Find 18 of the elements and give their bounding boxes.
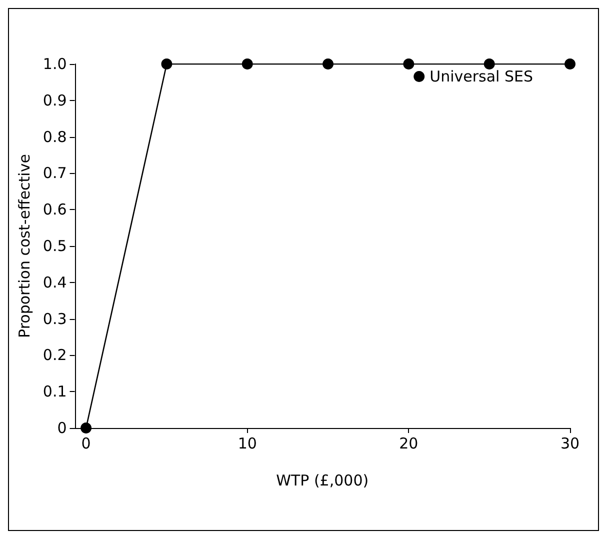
x-tick-label: 30 <box>560 434 580 452</box>
x-axis-title: WTP (£,000) <box>276 472 369 490</box>
y-tick-label: 1.0 <box>42 55 67 73</box>
legend-label: Universal SES <box>430 68 533 86</box>
y-tick-label: 0.7 <box>42 164 67 182</box>
y-tick-label: 0.9 <box>42 91 67 110</box>
x-tick-label: 20 <box>399 434 418 452</box>
y-tick-label: 0.6 <box>42 200 67 219</box>
y-tick-label: 0 <box>57 419 67 437</box>
y-tick-label: 0.8 <box>42 128 67 146</box>
y-tick-label: 0.2 <box>42 346 67 364</box>
y-axis-title: Proportion cost-effective <box>16 154 34 338</box>
x-tick-label: 0 <box>81 434 91 452</box>
y-tick-label: 0.3 <box>42 310 67 328</box>
y-tick-label: 0.5 <box>42 237 67 255</box>
y-tick-label: 0.1 <box>42 382 67 401</box>
y-tick-label: 0.4 <box>42 273 67 292</box>
x-tick-label: 10 <box>238 434 257 452</box>
